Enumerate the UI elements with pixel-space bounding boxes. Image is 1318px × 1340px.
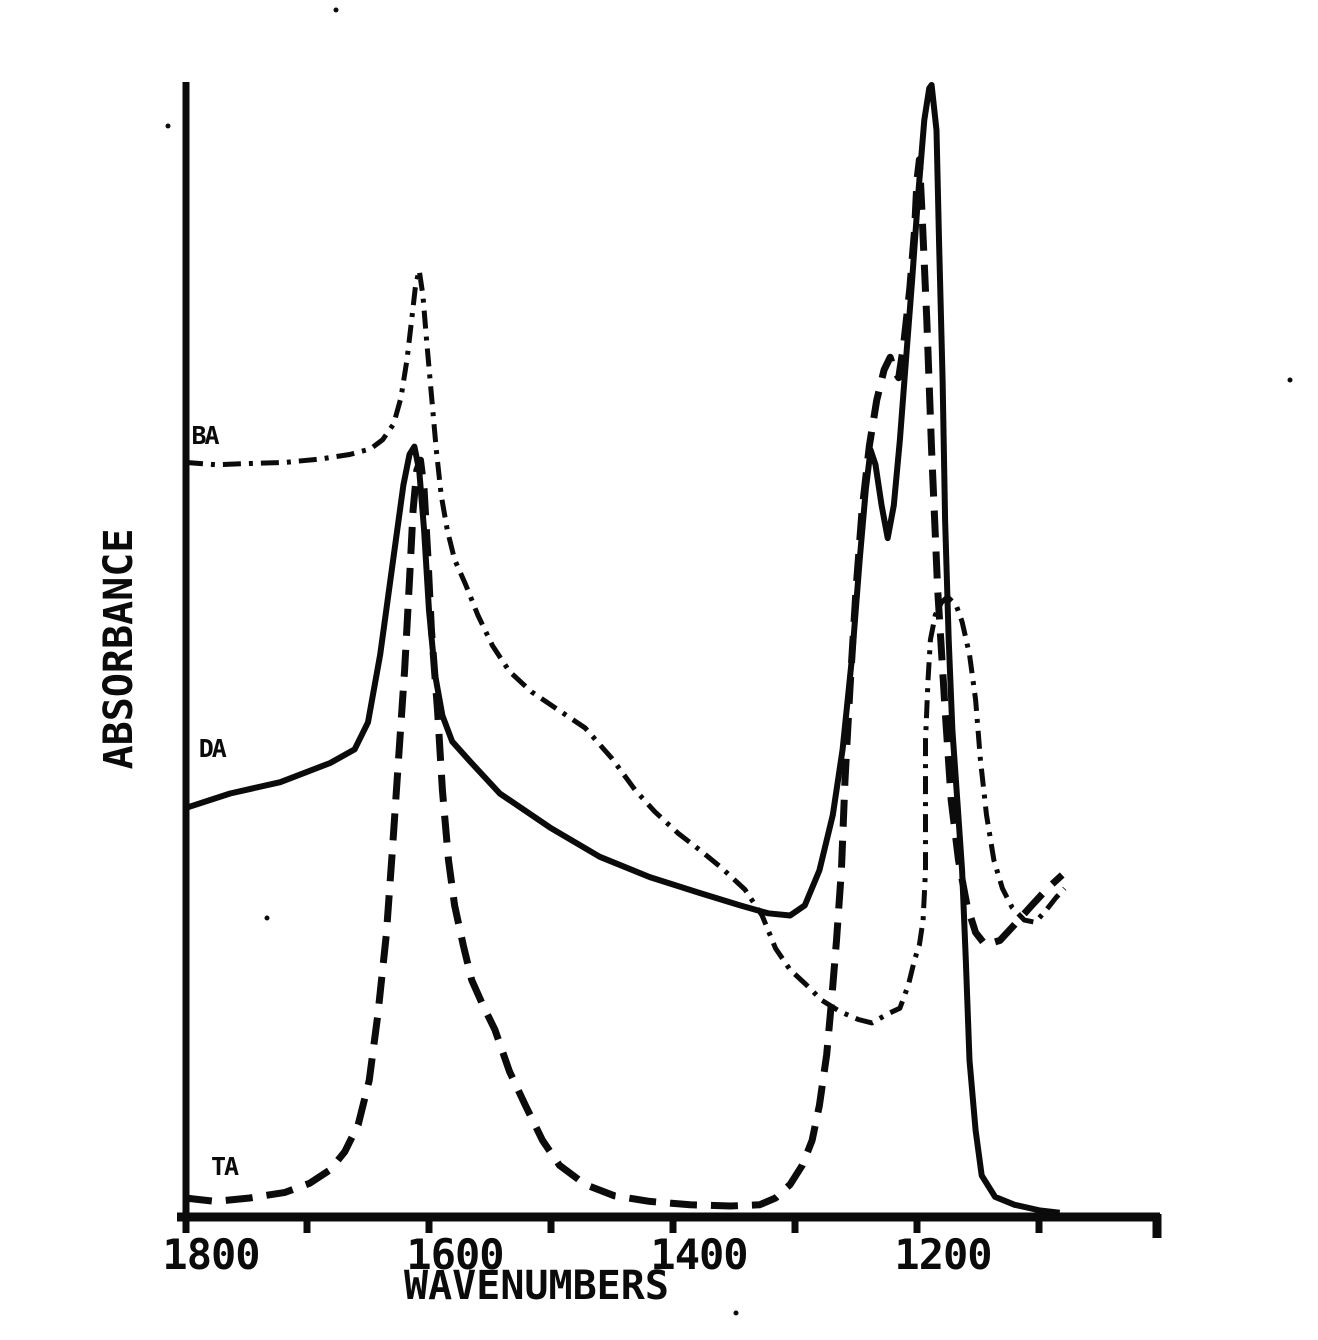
scan-speck (333, 7, 339, 13)
x-axis-label: WAVENUMBERS (404, 1263, 669, 1309)
y-axis-label: ABSORBANCE (96, 528, 142, 770)
curve-da (184, 82, 1061, 1216)
x-tick-label: 1200 (894, 1230, 991, 1279)
curve-ba (184, 267, 1067, 1026)
x-tick-label: 1400 (650, 1230, 747, 1279)
x-tick-label: 1600 (406, 1230, 503, 1279)
curve-label-ba: BA (191, 421, 219, 450)
curve-label-ta: TA (211, 1152, 239, 1181)
scan-speck (165, 123, 171, 129)
scan-speck (264, 915, 270, 921)
scan-speck (733, 1310, 739, 1316)
x-tick-label: 1800 (162, 1230, 259, 1279)
scan-speck (1287, 377, 1293, 383)
curve-label-da: DA (199, 734, 227, 763)
curve-ta (184, 156, 1065, 1210)
